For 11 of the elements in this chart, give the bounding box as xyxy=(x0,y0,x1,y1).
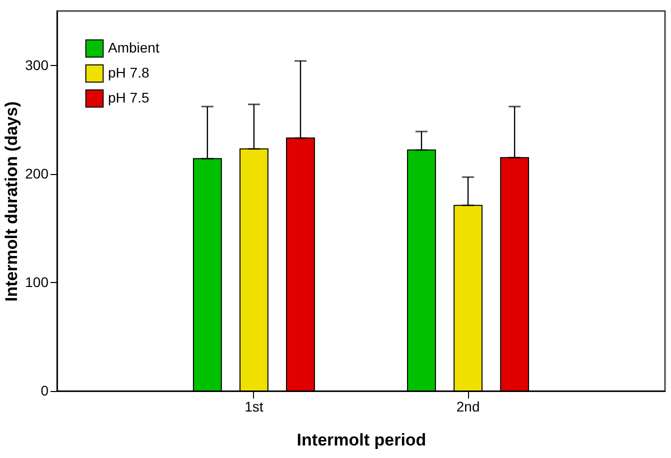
x-axis-title: Intermolt period xyxy=(296,430,426,450)
legend-label: pH 7.5 xyxy=(108,90,150,106)
y-tick-label: 100 xyxy=(25,274,49,290)
legend-label: pH 7.8 xyxy=(108,64,150,80)
y-tick-label: 0 xyxy=(40,382,49,398)
y-tick-label: 300 xyxy=(25,56,49,73)
x-tick-label: 1st xyxy=(244,398,264,414)
y-axis-title: Intermolt duration (days) xyxy=(2,101,22,302)
legend-label: Ambient xyxy=(108,40,160,56)
y-tick-label: 200 xyxy=(25,165,49,182)
x-tick-label: 2nd xyxy=(456,398,480,414)
